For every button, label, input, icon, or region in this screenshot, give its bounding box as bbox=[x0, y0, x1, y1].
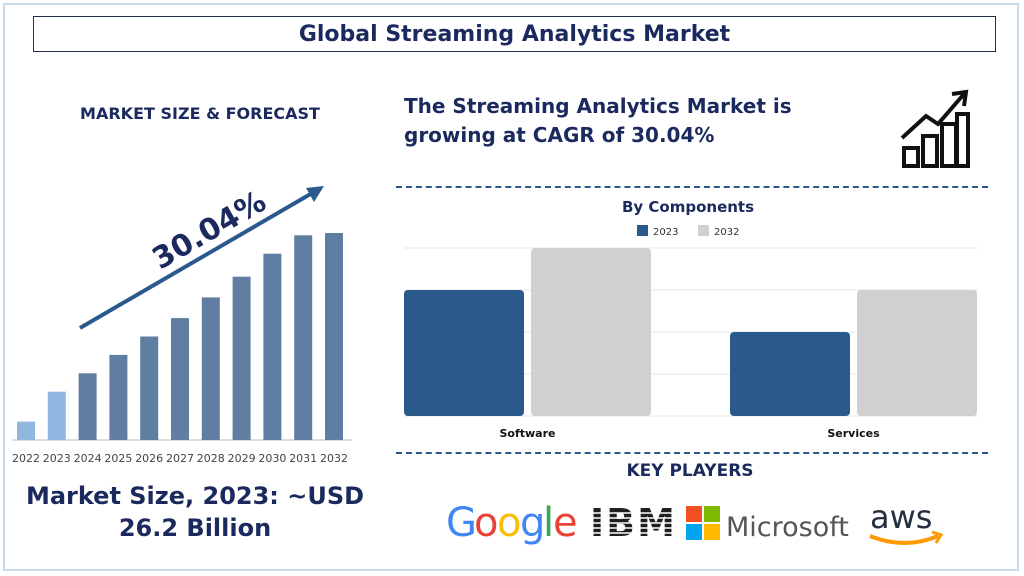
forecast-bar-2031 bbox=[294, 235, 313, 440]
forecast-bar-2025 bbox=[109, 354, 128, 440]
forecast-bar-chart: 2022 2023 2024 2025 2026 2027 2028 2029 2030 2031… bbox=[12, 184, 352, 465]
category-label-software: Software bbox=[500, 427, 556, 440]
forecast-bar-2026 bbox=[140, 336, 159, 440]
growth-arrow bbox=[78, 186, 324, 330]
growth-chart-icon bbox=[900, 89, 970, 168]
forecast-tick-2032: 2032 bbox=[320, 452, 348, 465]
key-players-heading: KEY PLAYERS bbox=[626, 461, 754, 481]
bar-software-2032 bbox=[531, 248, 651, 416]
forecast-tick-2029: 2029 bbox=[228, 452, 256, 465]
ibm-logo: IBM bbox=[586, 501, 676, 545]
forecast-bar-2032 bbox=[325, 233, 343, 440]
components-legend: 2023 2032 bbox=[637, 225, 739, 238]
forecast-tick-2027: 2027 bbox=[166, 452, 194, 465]
forecast-tick-2025: 2025 bbox=[104, 452, 132, 465]
category-label-services: Services bbox=[827, 427, 880, 440]
page-frame bbox=[3, 3, 1019, 571]
page-title: Global Streaming Analytics Market bbox=[298, 21, 731, 47]
forecast-bar-2022 bbox=[17, 421, 35, 440]
forecast-bar-2028 bbox=[201, 297, 220, 440]
cagr-statement: The Streaming Analytics Market is growin… bbox=[404, 94, 792, 147]
forecast-bar-2023 bbox=[47, 391, 66, 440]
svg-text:o: o bbox=[474, 500, 498, 546]
forecast-tick-2024: 2024 bbox=[74, 452, 102, 465]
bar-services-2023 bbox=[730, 332, 850, 416]
svg-text:aws: aws bbox=[870, 498, 932, 536]
legend-swatch-2023 bbox=[637, 225, 648, 236]
svg-text:l: l bbox=[543, 500, 554, 546]
forecast-tick-2030: 2030 bbox=[258, 452, 286, 465]
svg-text:o: o bbox=[497, 500, 521, 546]
bar-software-2023 bbox=[404, 290, 524, 416]
key-players-logos: G o o g l e IBM Microsoft aws bbox=[446, 498, 944, 546]
legend-swatch-2032 bbox=[698, 225, 709, 236]
forecast-tick-2031: 2031 bbox=[289, 452, 317, 465]
svg-text:e: e bbox=[553, 500, 578, 546]
forecast-tick-2028: 2028 bbox=[197, 452, 225, 465]
bar-services-2032 bbox=[857, 290, 977, 416]
forecast-bar-2029 bbox=[232, 276, 251, 440]
svg-text:Microsoft: Microsoft bbox=[726, 512, 849, 543]
forecast-tick-2026: 2026 bbox=[135, 452, 163, 465]
microsoft-logo: Microsoft bbox=[686, 506, 849, 543]
legend-label-2032: 2032 bbox=[714, 227, 739, 238]
market-size-forecast-heading: MARKET SIZE & FORECAST bbox=[80, 104, 320, 123]
divider-bottom bbox=[396, 452, 988, 454]
legend-label-2023: 2023 bbox=[653, 227, 678, 238]
aws-logo: aws bbox=[869, 498, 944, 545]
svg-text:g: g bbox=[520, 500, 545, 546]
divider-top bbox=[396, 186, 988, 188]
google-logo: G o o g l e bbox=[446, 500, 578, 546]
forecast-bar-2024 bbox=[78, 373, 97, 440]
forecast-tick-2022: 2022 bbox=[12, 452, 40, 465]
components-bar-chart: By Components 2023 2032 Software Services bbox=[404, 198, 978, 440]
forecast-bar-2030 bbox=[263, 253, 282, 440]
forecast-bar-2027 bbox=[171, 318, 189, 440]
forecast-tick-2023: 2023 bbox=[43, 452, 71, 465]
svg-text:G: G bbox=[446, 500, 477, 546]
title-banner: Global Streaming Analytics Market bbox=[33, 16, 996, 52]
cagr-annotation: 30.04% bbox=[147, 184, 273, 277]
components-chart-title: By Components bbox=[622, 198, 754, 216]
market-size-text: Market Size, 2023: ~USD 26.2 Billion bbox=[25, 482, 365, 542]
